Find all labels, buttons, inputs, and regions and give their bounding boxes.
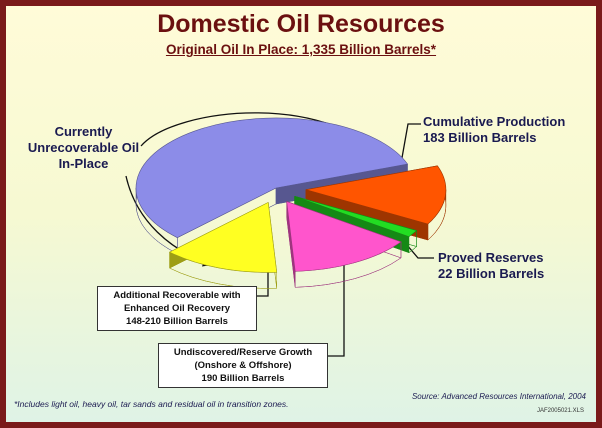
value-label: 183 Billion Barrels [423,130,537,145]
category-label: Additional Recoverable with Enhanced Oil… [113,290,241,314]
slice [168,201,278,273]
footnote: *Includes light oil, heavy oil, tar sand… [14,399,289,409]
value-label: 22 Billion Barrels [438,266,545,281]
label-box: Additional Recoverable with Enhanced Oil… [97,286,257,331]
file-id: JAF2005021.XLS [536,408,584,414]
slice-label: Proved Reserves 22 Billion Barrels [438,250,544,282]
chart-subtitle: Original Oil In Place: 1,335 Billion Bar… [165,42,437,57]
slice [294,195,418,237]
value-label: 148-210 Billion Barrels [126,316,228,327]
category-label: Undiscovered/Reserve Growth (Onshore & O… [173,347,313,371]
category-label: Proved Reserves [438,250,544,265]
slice [305,165,447,225]
value-label: 190 Billion Barrels [201,373,285,384]
slice-label: Currently Unrecoverable Oil In-Place [26,124,141,172]
chart-title: Domestic Oil Resources [157,10,445,38]
slice [135,117,409,239]
source: Source: Advanced Resources International… [411,392,586,401]
leader-line [256,271,269,297]
pie-area [125,112,447,357]
leader-line [328,261,345,357]
label-box: Undiscovered/Reserve Growth (Onshore & O… [158,343,328,388]
slice [286,201,402,272]
pie [135,117,447,289]
category-label: Currently Unrecoverable Oil In-Place [27,124,140,171]
category-label: Cumulative Production [423,114,566,129]
slice-label: Cumulative Production 183 Billion Barrels [423,114,565,146]
